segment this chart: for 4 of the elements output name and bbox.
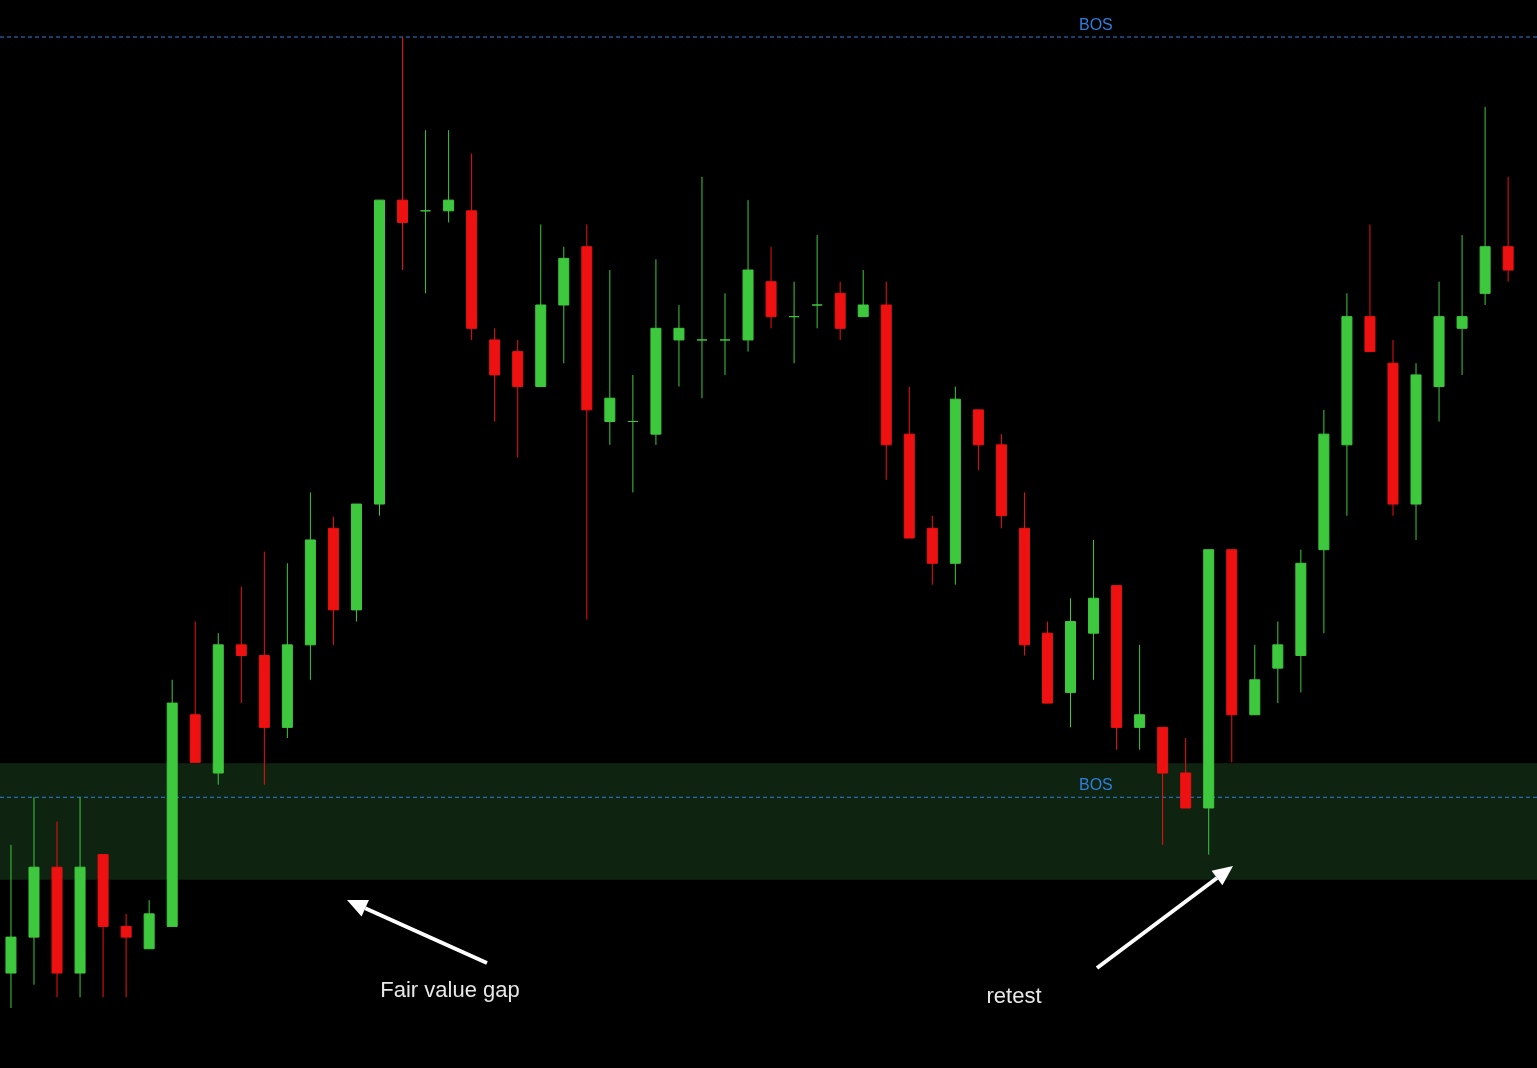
annotation: Fair value gap bbox=[380, 977, 520, 1002]
ref-line-label: BOS bbox=[1078, 776, 1113, 794]
annotation: retest bbox=[986, 983, 1042, 1008]
ref-line-label: BOS bbox=[1078, 16, 1113, 33]
